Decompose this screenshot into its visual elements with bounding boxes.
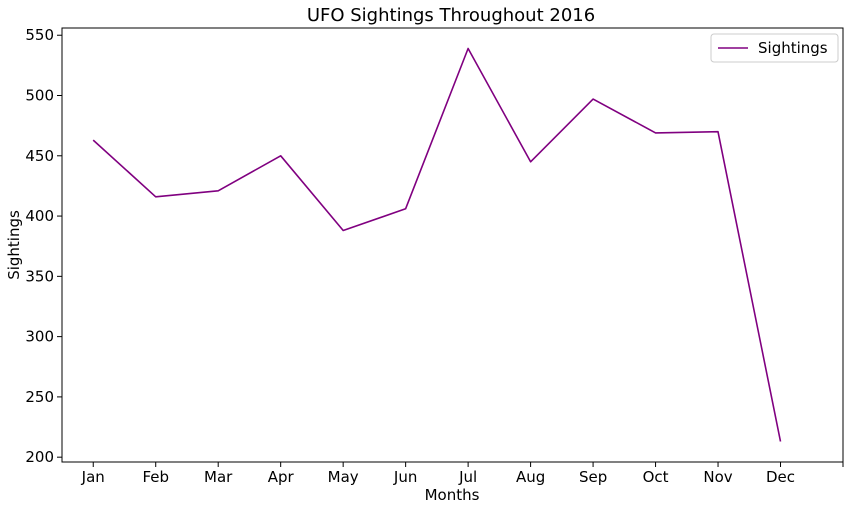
y-tick-label: 350 (25, 267, 54, 285)
x-tick-label: May (328, 468, 359, 486)
plot-frame (61, 27, 844, 463)
y-tick-label: 450 (25, 147, 54, 165)
x-tick-label: Feb (142, 468, 169, 486)
x-tick-label: Aug (516, 468, 545, 486)
legend-box (710, 33, 839, 63)
y-axis-ticks: 200 250 300 350 400 450 500 550 (25, 26, 62, 466)
x-tick-label: Mar (204, 468, 233, 486)
series-line-sightings (92, 47, 782, 442)
x-axis-ticks: Jan Feb Mar Apr May Jun Jul Aug Sep Oct Nov Dec (81, 462, 844, 486)
x-tick-label: Jun (393, 468, 417, 486)
y-tick-label: 300 (25, 328, 54, 346)
y-tick-label: 200 (25, 448, 54, 466)
x-tick-label: Jul (458, 468, 477, 486)
x-tick-label: Nov (703, 468, 732, 486)
x-tick-label: Dec (766, 468, 795, 486)
y-tick-label: 550 (25, 26, 54, 44)
y-tick-label: 250 (25, 388, 54, 406)
series-layer (92, 47, 782, 442)
y-tick-label: 500 (25, 87, 54, 105)
x-tick-label: Sep (579, 468, 607, 486)
x-axis-label: Months (425, 486, 480, 504)
y-tick-label: 400 (25, 207, 54, 225)
x-tick-label: Jan (81, 468, 105, 486)
y-axis-label: Sightings (5, 210, 23, 280)
chart-title: UFO Sightings Throughout 2016 (307, 5, 595, 26)
x-tick-label: Apr (268, 468, 295, 486)
x-tick-label: Oct (643, 468, 669, 486)
legend-label: Sightings (758, 39, 828, 57)
legend: Sightings (710, 33, 839, 63)
